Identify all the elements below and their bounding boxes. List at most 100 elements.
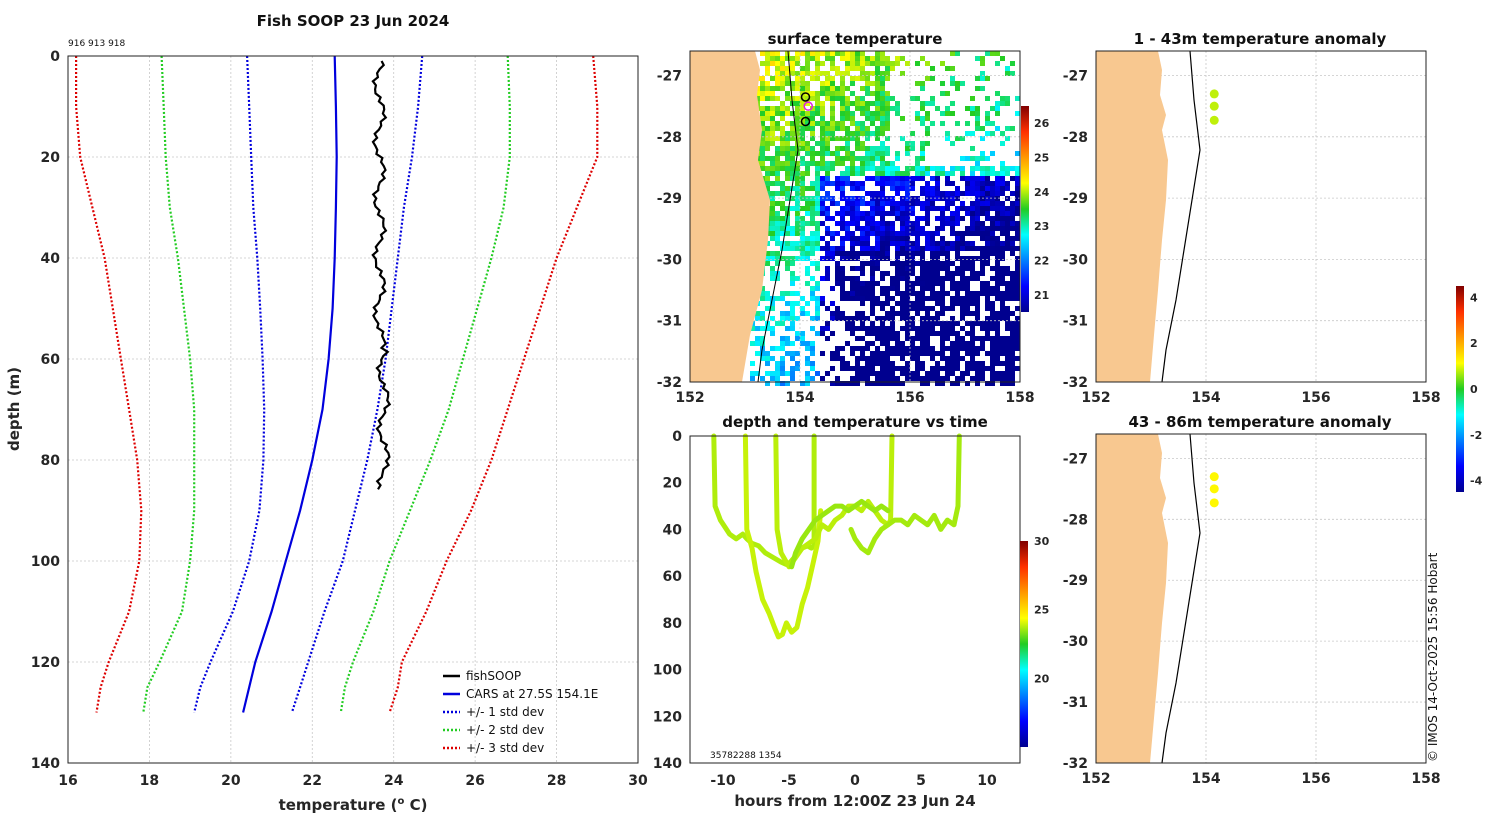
sst-cell [860, 96, 865, 101]
sst-cell [965, 366, 970, 371]
sst-cell [900, 316, 905, 321]
sst-cell [775, 106, 780, 111]
sst-cell [895, 246, 900, 251]
sst-cell [850, 131, 855, 136]
sst-cell [885, 56, 890, 61]
sst-cell [755, 351, 760, 356]
sst-cell [885, 256, 890, 261]
sst-cell [875, 236, 880, 241]
sst-cell [945, 131, 950, 136]
sst-cell [850, 116, 855, 121]
sst-cell [760, 316, 765, 321]
sst-cell [1000, 226, 1005, 231]
sst-cell [795, 51, 800, 56]
sst-cell [885, 241, 890, 246]
sst-cell [890, 176, 895, 181]
profile-xlabel: temperature (o C) [279, 796, 428, 814]
sst-cell [925, 341, 930, 346]
sst-cell [920, 316, 925, 321]
sst-cell [920, 106, 925, 111]
sst-cell [915, 356, 920, 361]
sst-cell [860, 111, 865, 116]
sst-cell [890, 241, 895, 246]
sst-cell [915, 296, 920, 301]
sst-cell [785, 246, 790, 251]
sst-cell [995, 341, 1000, 346]
sst-cell [945, 191, 950, 196]
sst-cell [900, 296, 905, 301]
sst-cell [975, 361, 980, 366]
sst-cell [825, 276, 830, 281]
sst-cell [825, 181, 830, 186]
sst-cell [970, 346, 975, 351]
sst-cell [765, 51, 770, 56]
sst-ytick: -32 [657, 375, 682, 391]
sst-cell [925, 331, 930, 336]
sst-cell [1005, 361, 1010, 366]
sst-cell [990, 221, 995, 226]
sst-cell [910, 181, 915, 186]
sst-cell [950, 341, 955, 346]
sst-cell [875, 176, 880, 181]
sst-cell [975, 126, 980, 131]
sst-cell [960, 296, 965, 301]
sst-cell [775, 126, 780, 131]
anom2-xtick: 152 [1081, 771, 1110, 787]
sst-cell [995, 311, 1000, 316]
sst-cell [775, 241, 780, 246]
sst-cell [880, 366, 885, 371]
sst-cell [970, 301, 975, 306]
sst-cell [960, 246, 965, 251]
sst-cell [875, 296, 880, 301]
sst-cell [805, 166, 810, 171]
anom2-point [1209, 472, 1219, 482]
sst-map: surface temperature 152 154 156 158-27-28-2… [657, 30, 1050, 406]
sst-cell [770, 166, 775, 171]
sst-cell [765, 61, 770, 66]
sst-cell [865, 201, 870, 206]
sst-cell [850, 61, 855, 66]
sst-cell [930, 206, 935, 211]
sst-cell [775, 121, 780, 126]
sst-cell [935, 106, 940, 111]
sst-cell [1010, 61, 1015, 66]
sst-cell [935, 316, 940, 321]
sst-cell [815, 161, 820, 166]
sst-cell [750, 371, 755, 376]
sst-cell [1010, 346, 1015, 351]
sst-cell [795, 166, 800, 171]
sst-cell [790, 246, 795, 251]
sst-cell [780, 136, 785, 141]
sst-cell [800, 86, 805, 91]
sst-cell [770, 216, 775, 221]
anom2-ytick: -31 [1063, 695, 1088, 711]
sst-cell [865, 261, 870, 266]
sst-cell [900, 301, 905, 306]
anom2-xtick: 156 [1301, 771, 1330, 787]
sst-cell [825, 91, 830, 96]
sst-cell [935, 321, 940, 326]
dt-plot-frame [689, 435, 1021, 764]
sst-cell [890, 316, 895, 321]
sst-cell [790, 261, 795, 266]
sst-cell [790, 206, 795, 211]
sst-cell [805, 246, 810, 251]
sst-cell [810, 156, 815, 161]
sst-cell [865, 221, 870, 226]
sst-cell [885, 366, 890, 371]
sst-cell [945, 251, 950, 256]
sst-cell [955, 376, 960, 381]
sst-cell [830, 101, 835, 106]
sst-cell [890, 311, 895, 316]
sst-cell [980, 71, 985, 76]
sst-cell [825, 51, 830, 56]
sst-cell [930, 231, 935, 236]
sst-cell [970, 241, 975, 246]
sst-cell [910, 266, 915, 271]
sst-cell [925, 311, 930, 316]
sst-cell [950, 326, 955, 331]
sst-cell [1005, 126, 1010, 131]
anom2-xtick: 154 [1191, 771, 1220, 787]
sst-cell [765, 131, 770, 136]
sst-cell [975, 271, 980, 276]
